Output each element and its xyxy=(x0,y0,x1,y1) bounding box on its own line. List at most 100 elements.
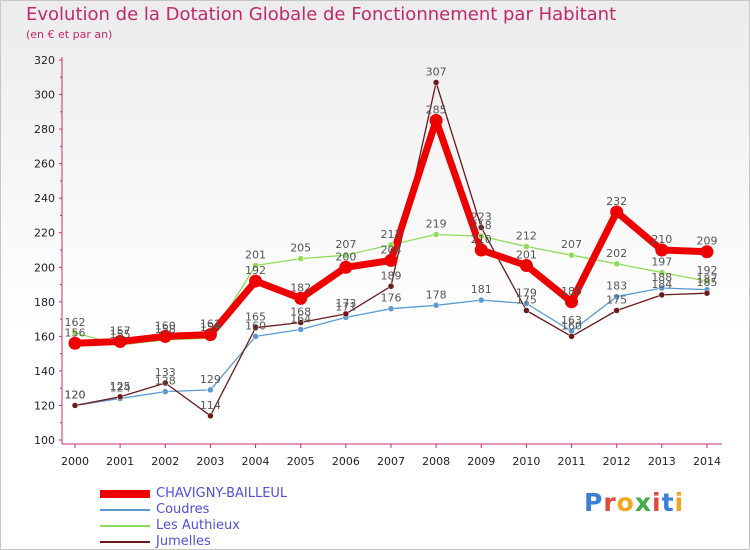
data-point-coudres xyxy=(297,326,304,333)
y-tick-label: 120 xyxy=(34,399,55,412)
data-label-jumelles: 307 xyxy=(426,65,447,78)
data-point-jumelles xyxy=(116,393,124,401)
data-point-jumelles xyxy=(568,333,575,340)
data-label-les-authieux: 205 xyxy=(290,242,311,255)
data-point-jumelles xyxy=(703,289,711,297)
data-label-jumelles: 160 xyxy=(561,319,582,332)
data-label-chavigny-bailleul: 157 xyxy=(110,325,131,338)
x-tick-label: 2003 xyxy=(196,455,224,468)
data-label-les-authieux: 201 xyxy=(245,249,266,262)
data-point-chavigny-bailleul xyxy=(474,243,488,257)
data-point-les-authieux xyxy=(387,241,395,249)
data-label-chavigny-bailleul: 200 xyxy=(335,250,356,263)
data-point-coudres xyxy=(162,388,169,395)
x-tick-label: 2000 xyxy=(61,455,89,468)
data-point-jumelles xyxy=(658,291,666,299)
data-point-les-authieux xyxy=(658,269,666,276)
y-tick-label: 320 xyxy=(34,54,55,67)
x-tick-label: 2004 xyxy=(242,455,270,468)
logo-letter: i xyxy=(652,488,662,517)
data-label-jumelles: 175 xyxy=(606,293,627,306)
data-point-chavigny-bailleul xyxy=(429,113,443,127)
data-label-jumelles: 184 xyxy=(651,278,672,291)
data-point-chavigny-bailleul xyxy=(294,291,308,305)
data-label-jumelles: 133 xyxy=(155,366,176,379)
y-tick-label: 140 xyxy=(34,365,55,378)
data-label-jumelles: 175 xyxy=(516,293,537,306)
data-point-jumelles xyxy=(432,79,440,86)
data-point-les-authieux xyxy=(523,243,530,250)
logo-letter: i xyxy=(674,488,685,517)
data-point-chavigny-bailleul xyxy=(519,259,533,273)
data-label-jumelles: 189 xyxy=(380,269,401,282)
data-label-chavigny-bailleul: 156 xyxy=(65,326,86,339)
legend-swatch xyxy=(100,490,150,498)
data-label-jumelles: 125 xyxy=(110,380,131,393)
data-point-jumelles xyxy=(162,379,169,387)
x-tick-label: 2012 xyxy=(603,455,631,468)
legend-label: CHAVIGNY-BAILLEUL xyxy=(156,486,288,501)
data-point-jumelles xyxy=(207,412,214,420)
data-label-les-authieux: 207 xyxy=(561,238,582,251)
x-tick-label: 2014 xyxy=(693,455,721,468)
data-point-les-authieux xyxy=(613,260,620,268)
data-point-chavigny-bailleul xyxy=(384,253,398,267)
data-label-coudres: 187 xyxy=(696,273,717,286)
legend-label: Les Authieux xyxy=(156,518,240,533)
data-label-les-authieux: 155 xyxy=(110,328,131,341)
x-tick-label: 2011 xyxy=(558,455,586,468)
x-tick-label: 2005 xyxy=(287,455,315,468)
data-point-chavigny-bailleul xyxy=(68,336,82,350)
data-point-les-authieux xyxy=(71,329,79,337)
data-point-les-authieux xyxy=(342,251,350,259)
x-tick-label: 2007 xyxy=(377,455,405,468)
legend-swatch xyxy=(100,541,150,543)
data-point-les-authieux xyxy=(297,255,304,262)
data-label-les-authieux: 207 xyxy=(335,238,356,251)
y-tick-label: 180 xyxy=(34,296,55,309)
data-point-coudres xyxy=(432,302,440,309)
data-label-chavigny-bailleul: 192 xyxy=(245,264,266,277)
data-point-jumelles xyxy=(387,283,395,290)
data-label-les-authieux: 162 xyxy=(65,316,86,329)
data-label-coudres: 178 xyxy=(426,288,447,301)
data-point-coudres xyxy=(658,284,666,292)
data-label-les-authieux: 158 xyxy=(155,323,176,336)
x-tick-label: 2009 xyxy=(467,455,495,468)
legend-swatch xyxy=(100,509,150,511)
data-label-chavigny-bailleul: 232 xyxy=(606,195,627,208)
data-label-coudres: 128 xyxy=(155,375,176,388)
data-label-coudres: 188 xyxy=(651,271,672,284)
y-tick-label: 100 xyxy=(34,434,55,447)
data-point-jumelles xyxy=(613,307,620,314)
data-label-chavigny-bailleul: 210 xyxy=(471,233,492,246)
logo-letter: P xyxy=(584,488,604,517)
data-point-jumelles xyxy=(297,319,304,326)
data-label-jumelles: 173 xyxy=(335,297,356,310)
data-point-chavigny-bailleul xyxy=(610,205,624,219)
data-label-coudres: 171 xyxy=(335,300,356,313)
data-point-coudres xyxy=(207,386,214,394)
data-label-coudres: 176 xyxy=(380,292,401,305)
data-label-coudres: 129 xyxy=(200,373,221,386)
x-tick-label: 2013 xyxy=(648,455,676,468)
data-point-jumelles xyxy=(342,310,350,318)
x-tick-label: 2008 xyxy=(422,455,450,468)
y-tick-label: 240 xyxy=(34,192,55,205)
data-point-coudres xyxy=(252,333,259,340)
data-label-chavigny-bailleul: 209 xyxy=(696,235,717,248)
data-label-jumelles: 114 xyxy=(200,399,221,412)
data-label-les-authieux: 197 xyxy=(651,255,672,268)
data-point-chavigny-bailleul xyxy=(655,243,669,257)
data-point-coudres xyxy=(523,300,530,307)
data-point-chavigny-bailleul xyxy=(203,328,217,342)
data-label-chavigny-bailleul: 160 xyxy=(155,319,176,332)
data-point-chavigny-bailleul xyxy=(249,274,263,288)
data-label-les-authieux: 159 xyxy=(200,321,221,334)
data-label-les-authieux: 213 xyxy=(380,228,401,241)
data-label-chavigny-bailleul: 204 xyxy=(380,243,401,256)
data-point-jumelles xyxy=(252,324,259,331)
y-tick-label: 260 xyxy=(34,158,55,171)
